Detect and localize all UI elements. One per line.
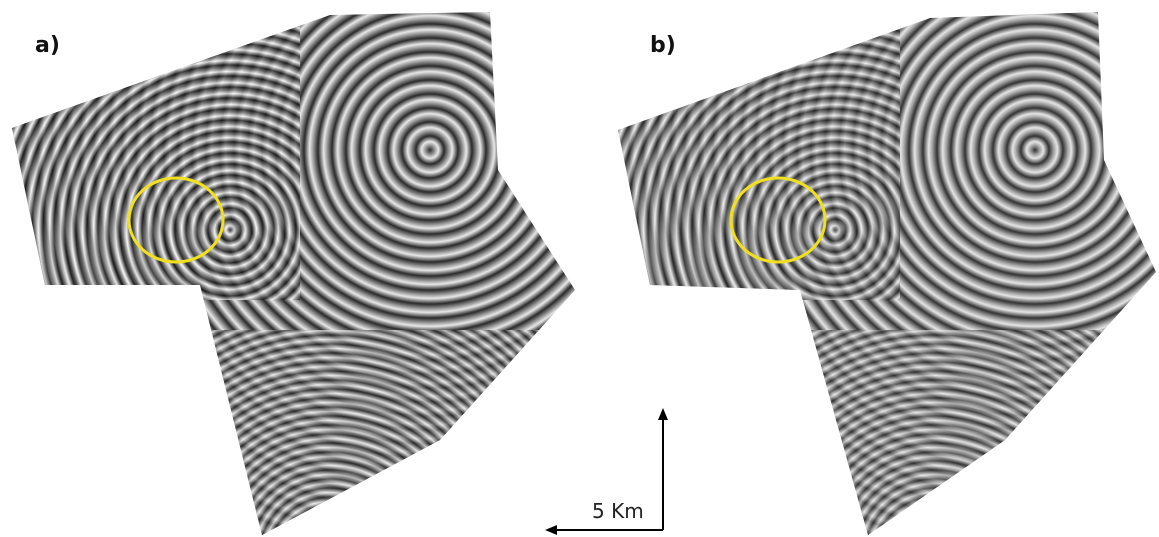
seismic-slice-b bbox=[600, 0, 1159, 537]
panel-label: a) bbox=[35, 33, 60, 58]
panel-label: b) bbox=[650, 33, 676, 58]
figure: a) b) 5 Km bbox=[0, 0, 1159, 537]
scale-bar: 5 Km bbox=[545, 408, 668, 535]
scale-label: 5 Km bbox=[592, 499, 644, 523]
seismic-slice-a bbox=[0, 0, 600, 537]
